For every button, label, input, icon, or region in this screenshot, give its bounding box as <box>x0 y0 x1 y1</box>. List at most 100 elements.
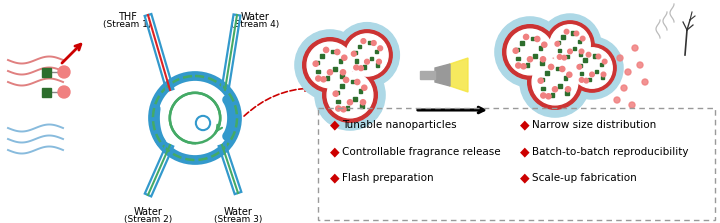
Circle shape <box>541 93 546 98</box>
Circle shape <box>516 63 521 68</box>
Bar <box>580 72 583 75</box>
Circle shape <box>328 70 333 75</box>
Circle shape <box>361 100 366 105</box>
Text: ◆: ◆ <box>520 145 530 159</box>
Bar <box>540 78 544 81</box>
Circle shape <box>378 46 382 51</box>
Text: Water: Water <box>224 207 253 217</box>
Bar <box>376 63 379 67</box>
Circle shape <box>614 97 620 103</box>
Bar <box>338 59 342 63</box>
Bar <box>579 64 582 67</box>
Bar <box>42 87 51 97</box>
Bar <box>539 46 542 50</box>
Circle shape <box>637 62 643 68</box>
Circle shape <box>323 47 329 53</box>
Bar <box>420 71 435 79</box>
Circle shape <box>617 55 623 61</box>
Bar <box>368 41 371 44</box>
Bar <box>593 54 596 58</box>
Bar <box>370 57 374 60</box>
Circle shape <box>532 59 578 105</box>
Text: Water: Water <box>240 12 269 22</box>
Circle shape <box>343 77 348 83</box>
Circle shape <box>521 64 526 69</box>
Bar <box>358 45 361 48</box>
Circle shape <box>552 87 557 92</box>
Circle shape <box>342 30 392 80</box>
Circle shape <box>355 79 360 85</box>
Circle shape <box>579 49 584 54</box>
Circle shape <box>520 47 590 117</box>
Circle shape <box>572 48 612 88</box>
Circle shape <box>361 85 367 90</box>
Bar <box>375 50 378 53</box>
Bar <box>330 50 334 53</box>
Circle shape <box>567 49 572 54</box>
Circle shape <box>295 30 365 100</box>
Circle shape <box>327 72 373 118</box>
Bar <box>531 37 534 40</box>
Circle shape <box>58 86 70 98</box>
Bar <box>579 53 582 56</box>
Text: ◆: ◆ <box>520 171 530 184</box>
Circle shape <box>561 37 623 99</box>
Text: Tunable nanoparticles: Tunable nanoparticles <box>342 120 456 130</box>
Circle shape <box>596 54 600 59</box>
Circle shape <box>580 78 584 82</box>
Bar <box>346 106 349 110</box>
Circle shape <box>564 29 569 34</box>
Bar <box>317 70 320 73</box>
Bar <box>359 89 362 93</box>
Text: Narrow size distribution: Narrow size distribution <box>532 120 656 130</box>
Bar <box>551 93 554 97</box>
Circle shape <box>346 34 388 76</box>
Circle shape <box>351 51 356 56</box>
Bar <box>557 41 560 44</box>
Bar <box>595 70 598 73</box>
Text: (Stream 2): (Stream 2) <box>124 215 172 223</box>
Bar <box>565 91 569 95</box>
Bar <box>341 84 344 88</box>
Circle shape <box>538 78 544 83</box>
Circle shape <box>629 102 635 108</box>
Text: ◆: ◆ <box>330 118 340 132</box>
Bar <box>516 47 519 51</box>
Circle shape <box>321 77 326 82</box>
Circle shape <box>539 14 601 76</box>
Bar <box>600 76 604 79</box>
Text: ◆: ◆ <box>520 118 530 132</box>
Circle shape <box>625 69 631 75</box>
Circle shape <box>549 64 554 70</box>
Text: ◆: ◆ <box>330 171 340 184</box>
Circle shape <box>342 55 347 60</box>
Bar <box>354 97 357 101</box>
Circle shape <box>377 59 382 64</box>
Text: Water: Water <box>134 207 163 217</box>
Circle shape <box>313 61 318 66</box>
Polygon shape <box>450 58 468 92</box>
Bar <box>340 74 343 78</box>
Circle shape <box>333 91 338 96</box>
Bar <box>558 49 562 52</box>
Circle shape <box>541 57 546 62</box>
Bar <box>540 61 544 65</box>
Circle shape <box>302 38 357 92</box>
Circle shape <box>565 87 571 92</box>
Bar <box>534 54 537 58</box>
Circle shape <box>372 41 376 45</box>
Circle shape <box>535 36 540 42</box>
Circle shape <box>347 100 353 105</box>
Circle shape <box>495 17 565 87</box>
Circle shape <box>307 42 353 88</box>
Text: Scale-up fabrication: Scale-up fabrication <box>532 173 636 183</box>
Circle shape <box>359 66 364 71</box>
Text: Flash preparation: Flash preparation <box>342 173 433 183</box>
Circle shape <box>315 76 321 81</box>
Circle shape <box>567 72 572 77</box>
Circle shape <box>562 55 567 60</box>
Text: Batch-to-batch reproducibility: Batch-to-batch reproducibility <box>532 147 688 157</box>
Bar <box>336 91 339 94</box>
Bar <box>588 78 591 81</box>
Circle shape <box>584 78 588 83</box>
